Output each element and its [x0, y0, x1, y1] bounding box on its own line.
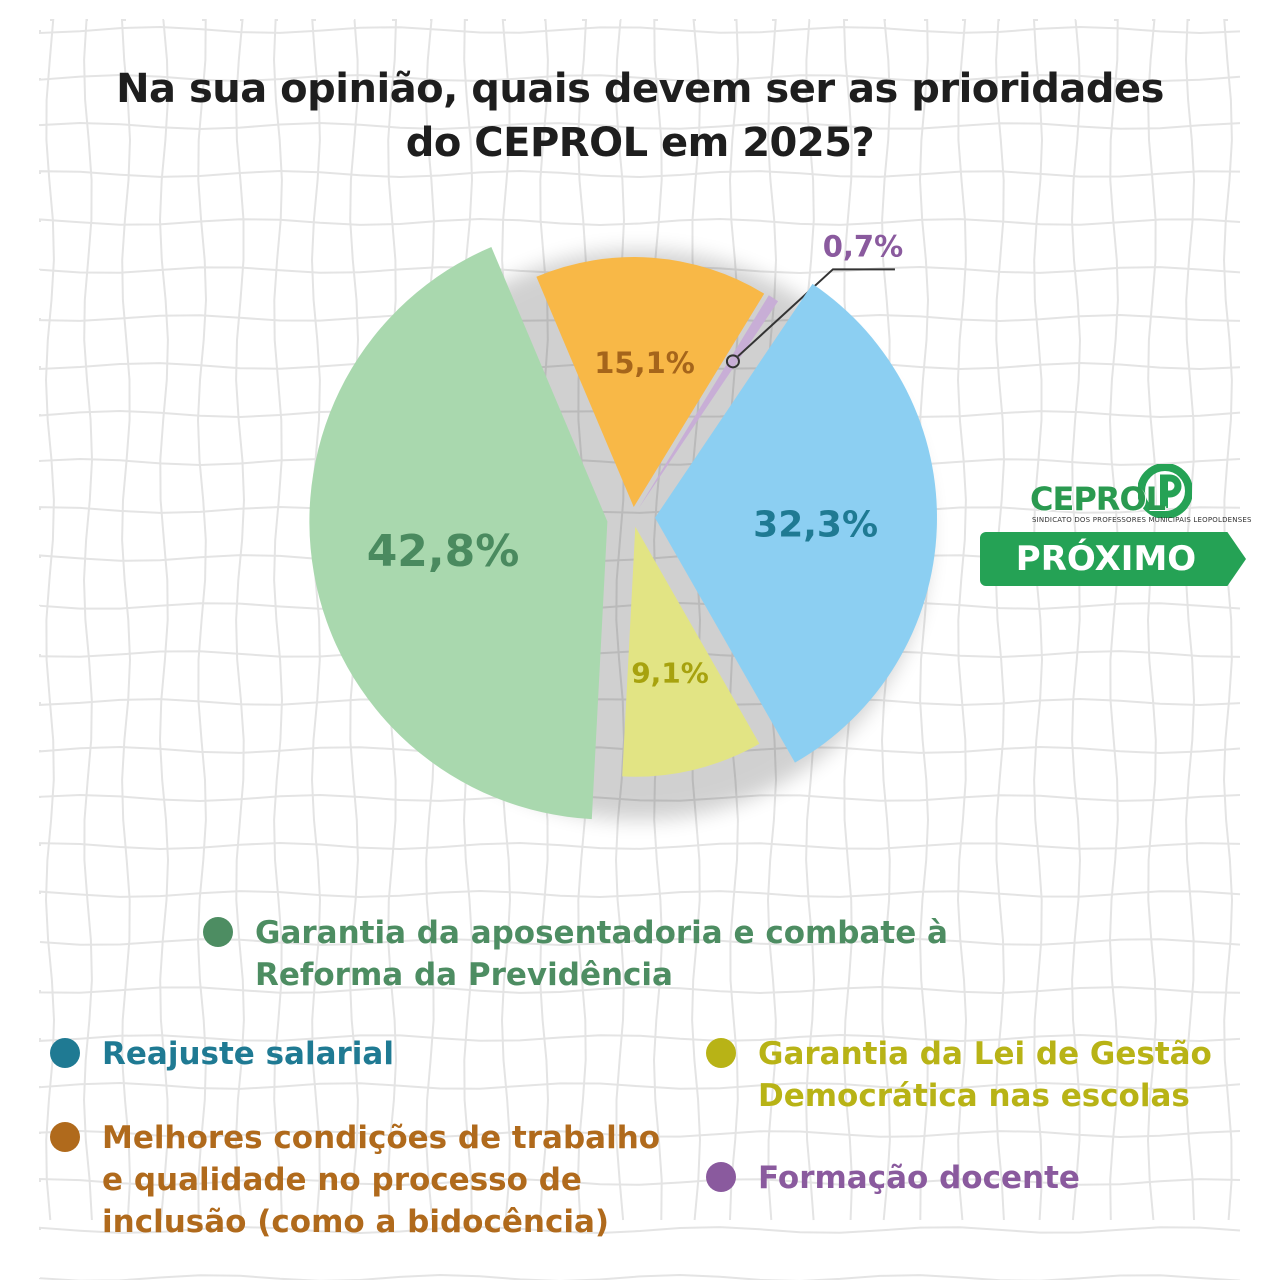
pie-label-1: 15,1% — [594, 346, 695, 380]
logo-subtitle: SINDICATO DOS PROFESSORES MUNICIPAIS LEO… — [1032, 516, 1252, 524]
proximo-button[interactable]: PRÓXIMO — [980, 532, 1246, 586]
legend-dot-gestao — [706, 1038, 736, 1068]
logo-name: CEPROL — [1030, 480, 1165, 518]
pie-label-2: 0,7% — [823, 229, 903, 263]
legend-label-formacao: Formação docente — [758, 1157, 1080, 1199]
pie-label-0: 42,8% — [367, 526, 520, 577]
title-line-1: Na sua opinião, quais devem ser as prior… — [116, 66, 1164, 112]
legend-label-previdencia: Garantia da aposentadoria e combate à Re… — [255, 912, 948, 996]
legend-dot-condicoes — [50, 1122, 80, 1152]
legend-item-formacao: Formação docente — [706, 1157, 1080, 1199]
legend-dot-previdencia — [203, 917, 233, 947]
legend-label-reajuste: Reajuste salarial — [102, 1033, 394, 1075]
pie-label-4: 9,1% — [631, 657, 709, 690]
legend-item-gestao: Garantia da Lei de Gestão Democrática na… — [706, 1033, 1212, 1117]
legend-item-reajuste: Reajuste salarial — [50, 1033, 394, 1075]
legend-dot-reajuste — [50, 1038, 80, 1068]
title-line-2: do CEPROL em 2025? — [406, 120, 875, 166]
pie-label-3: 32,3% — [753, 505, 878, 546]
legend-dot-formacao — [706, 1162, 736, 1192]
legend-item-condicoes: Melhores condições de trabalho e qualida… — [50, 1117, 660, 1243]
legend-item-previdencia: Garantia da aposentadoria e combate à Re… — [203, 912, 948, 996]
ceprol-logo: CEPROL SINDICATO DOS PROFESSORES MUNICIP… — [978, 466, 1248, 588]
legend-label-condicoes: Melhores condições de trabalho e qualida… — [102, 1117, 660, 1243]
legend-label-gestao: Garantia da Lei de Gestão Democrática na… — [758, 1033, 1212, 1117]
page-title: Na sua opinião, quais devem ser as prior… — [40, 62, 1240, 170]
pie-chart: 42,8% 15,1% 0,7% 32,3% 9,1% — [300, 210, 980, 850]
